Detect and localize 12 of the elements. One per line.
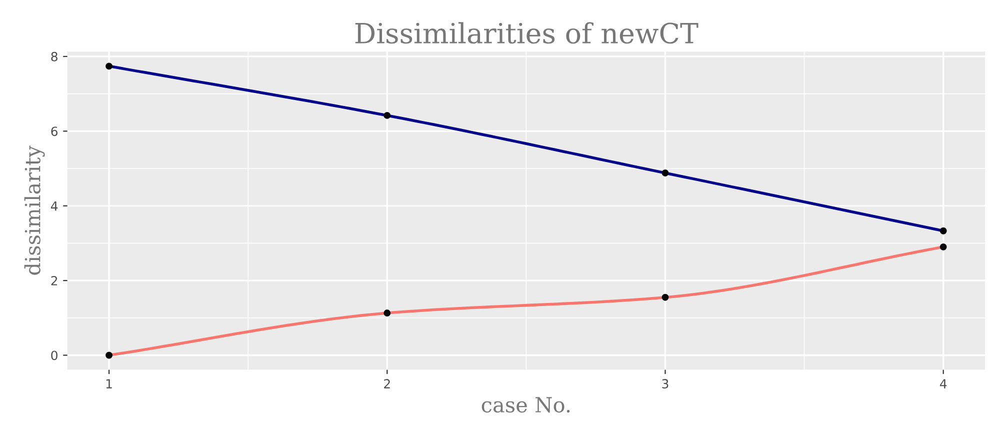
y-tick-label: 0	[51, 350, 58, 360]
x-axis-title: case No.	[482, 397, 570, 413]
x-tick-label: 1	[106, 379, 112, 388]
y-axis-title: dissimilarity	[24, 146, 45, 275]
y-tick-label: 4	[50, 201, 58, 211]
x-tick-label: 4	[940, 379, 947, 388]
y-tick-label: 2	[51, 276, 58, 286]
y-tick-label: 8	[51, 52, 58, 62]
x-tick-label: 3	[662, 379, 668, 389]
chart-title: Dissimilarities of newCT	[355, 22, 698, 44]
x-tick-label: 2	[384, 379, 390, 388]
y-tick-label: 6	[51, 126, 58, 136]
